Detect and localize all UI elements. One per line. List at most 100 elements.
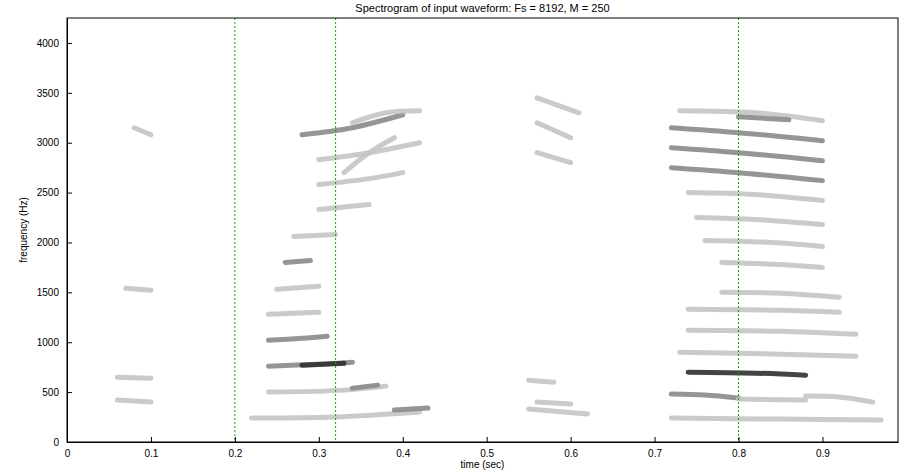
y-tick: 1500 — [37, 287, 72, 298]
y-tick: 500 — [42, 387, 72, 398]
marker-line — [234, 18, 235, 442]
y-tick-label: 4000 — [37, 38, 60, 49]
harmonic-streak — [134, 128, 151, 135]
x-tick: 0.3 — [312, 437, 326, 459]
harmonic-streak — [671, 148, 822, 161]
y-tick-mark — [67, 292, 72, 293]
plot-frame — [67, 18, 898, 442]
y-tick-mark — [67, 143, 72, 144]
harmonic-streak — [739, 117, 789, 120]
y-tick-label: 2000 — [37, 237, 60, 248]
harmonic-streak — [671, 418, 881, 420]
harmonic-streak — [268, 336, 327, 340]
harmonic-streak — [537, 153, 571, 163]
harmonic-streak — [126, 288, 151, 290]
x-tick-label: 0.9 — [816, 448, 830, 459]
marker-line — [738, 18, 739, 442]
y-tick-mark — [67, 193, 72, 194]
x-axis: 0 0.1 0.2 0.3 0.4 0.5 0.6 0.7 0.8 0.9 — [65, 437, 899, 459]
x-tick-mark — [319, 437, 320, 442]
harmonic-streak — [294, 234, 336, 236]
x-tick-label: 0.8 — [732, 448, 746, 459]
x-tick-label: 0.1 — [144, 448, 158, 459]
harmonic-streak — [739, 397, 806, 403]
harmonic-streak — [117, 375, 151, 381]
y-tick: 4000 — [37, 38, 72, 49]
y-tick-mark — [67, 93, 72, 94]
title: Spectrogram of input waveform: Fs = 8192… — [355, 2, 609, 14]
x-tick: 0.5 — [480, 437, 494, 459]
harmonic-streak — [277, 286, 319, 289]
y-axis-line — [67, 19, 68, 443]
harmonic-streak — [537, 98, 579, 113]
y-tick-mark — [67, 442, 72, 443]
x-tick: 0.2 — [228, 437, 242, 459]
harmonic-streak — [722, 262, 823, 267]
harmonic-streak — [529, 409, 588, 414]
harmonic-streak — [722, 292, 840, 297]
harmonic-streak — [688, 309, 839, 312]
harmonic-streak — [688, 330, 856, 334]
plot: 0 0.1 0.2 0.3 0.4 0.5 0.6 0.7 0.8 0.9 0 500 1000 1500… — [37, 18, 899, 459]
x-tick-label: 0.4 — [396, 448, 410, 459]
harmonic-streak — [394, 408, 428, 410]
y-tick: 2000 — [37, 237, 72, 248]
y-axis-title: frequency (Hz) — [18, 197, 29, 263]
x-tick: 0.7 — [648, 437, 662, 459]
harmonic-streak — [680, 111, 823, 121]
x-tick-label: 0 — [65, 448, 71, 459]
y-tick: 2500 — [37, 187, 72, 198]
harmonic-streak — [671, 394, 738, 398]
y-tick-label: 2500 — [37, 187, 60, 198]
x-tick-label: 0.3 — [312, 448, 326, 459]
y-tick-label: 500 — [42, 387, 59, 398]
x-tick-label: 0.5 — [480, 448, 494, 459]
marker-line — [335, 18, 336, 442]
x-tick: 0.1 — [144, 437, 158, 459]
marks — [117, 18, 881, 442]
y-tick-label: 1000 — [37, 337, 60, 348]
x-axis-title: time (sec) — [461, 459, 505, 470]
y-tick-label: 3000 — [37, 137, 60, 148]
y-tick-mark — [67, 342, 72, 343]
y-tick-label: 3500 — [37, 88, 60, 99]
harmonic-streak — [680, 352, 856, 356]
x-tick-mark — [403, 437, 404, 442]
y-axis: 0 500 1000 1500 2000 2500 3000 3500 4000 — [37, 19, 72, 448]
x-tick-mark — [235, 437, 236, 442]
y-tick-mark — [67, 392, 72, 393]
x-tick-mark — [739, 437, 740, 442]
x-tick-label: 0.2 — [228, 448, 242, 459]
plot-background — [67, 18, 898, 442]
y-tick: 1000 — [37, 337, 72, 348]
x-tick: 0.6 — [564, 437, 578, 459]
harmonic-streak — [285, 260, 310, 262]
harmonic-streak — [529, 380, 554, 382]
y-tick-label: 0 — [53, 437, 59, 448]
x-tick-mark — [655, 437, 656, 442]
x-tick: 0.4 — [396, 437, 410, 459]
harmonic-streak — [344, 138, 394, 173]
harmonic-streak — [806, 396, 873, 402]
harmonic-streak — [671, 168, 822, 181]
harmonic-streak — [705, 240, 823, 246]
x-tick-mark — [487, 437, 488, 442]
x-axis-line — [68, 442, 899, 443]
harmonic-streak — [671, 128, 822, 141]
y-tick-label: 1500 — [37, 287, 60, 298]
y-tick-mark — [67, 242, 72, 243]
harmonic-streak — [268, 386, 386, 392]
harmonic-streak — [117, 400, 151, 402]
harmonic-streak — [319, 205, 369, 210]
harmonic-streak — [319, 173, 403, 185]
y-tick-mark — [67, 43, 72, 44]
x-tick-label: 0.7 — [648, 448, 662, 459]
y-tick: 3500 — [37, 88, 72, 99]
harmonic-streak — [688, 372, 806, 375]
harmonic-streak — [697, 218, 823, 225]
x-tick-mark — [571, 437, 572, 442]
harmonic-streak — [352, 111, 419, 123]
harmonic-streak — [268, 312, 318, 314]
harmonic-streak — [302, 363, 344, 365]
harmonic-streak — [688, 193, 822, 201]
